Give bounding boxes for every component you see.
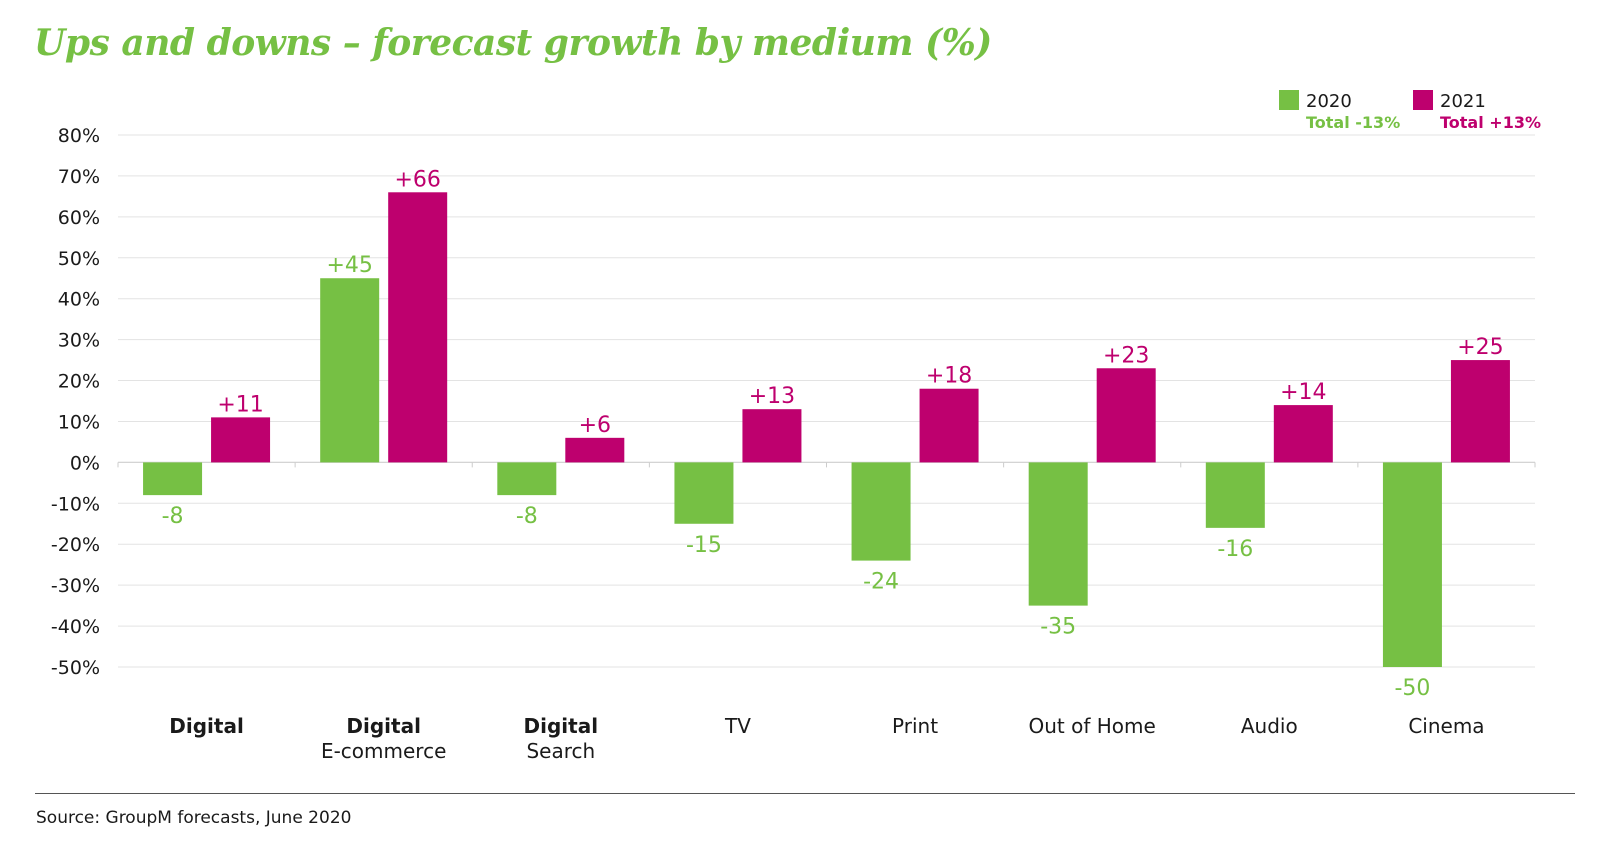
category-label: Out of Home xyxy=(1029,714,1156,738)
data-labels: -8 +45 -8 -15 -24 -35 -16 -50 +11 +66 +6 +13 +18 +23 +… xyxy=(162,167,1504,701)
category-label: Search xyxy=(526,739,595,763)
category-label: Cinema xyxy=(1408,714,1484,738)
data-label-2020: -16 xyxy=(1217,537,1253,562)
legend-swatch-2021 xyxy=(1413,90,1433,110)
data-label-2021: +6 xyxy=(579,413,611,438)
data-label-2020: -35 xyxy=(1040,615,1076,640)
category-label-bold: Digital xyxy=(169,714,244,738)
bar-2021 xyxy=(211,417,271,463)
category-label-bold: Digital xyxy=(346,714,421,738)
y-tick-label: -50% xyxy=(51,657,100,679)
legend-total-2021: Total +13% xyxy=(1440,113,1541,132)
legend-label-2021: 2021 xyxy=(1440,91,1486,112)
y-axis-tick-labels: 80% 70% 60% 50% 40% 30% 20% 10% 0% -10% -20% -30% -4… xyxy=(51,125,100,679)
data-label-2020: -50 xyxy=(1394,676,1430,701)
category-label: E-commerce xyxy=(321,739,446,763)
y-tick-label: 40% xyxy=(58,289,100,311)
bar-2020 xyxy=(674,462,734,524)
data-label-2020: -8 xyxy=(162,504,184,529)
data-label-2020: +45 xyxy=(326,253,372,278)
y-tick-label: 50% xyxy=(58,248,100,270)
data-label-2020: -8 xyxy=(516,504,538,529)
legend-total-2020: Total -13% xyxy=(1306,113,1400,132)
data-label-2021: +13 xyxy=(749,384,795,409)
bar-2021 xyxy=(742,409,802,463)
y-tick-label: 70% xyxy=(58,166,100,188)
data-label-2021: +18 xyxy=(926,364,972,389)
data-label-2021: +23 xyxy=(1103,343,1149,368)
bar-2021 xyxy=(388,192,448,463)
data-label-2021: +25 xyxy=(1457,335,1503,360)
bars xyxy=(143,192,1510,667)
data-label-2021: +14 xyxy=(1280,380,1326,405)
y-tick-label: 30% xyxy=(58,330,100,352)
category-label: Print xyxy=(892,714,938,738)
legend-label-2020: 2020 xyxy=(1306,91,1352,112)
bar-2020 xyxy=(320,278,380,463)
legend-swatch-2020 xyxy=(1279,90,1299,110)
bar-2020 xyxy=(851,462,911,561)
data-label-2021: +11 xyxy=(217,392,263,417)
bar-2021 xyxy=(1096,368,1156,463)
data-label-2020: -24 xyxy=(863,570,899,595)
y-tick-label: 60% xyxy=(58,207,100,229)
bar-2021 xyxy=(919,388,979,463)
chart-title: Ups and downs – forecast growth by mediu… xyxy=(34,22,992,64)
y-tick-label: -30% xyxy=(51,575,100,597)
bar-2021 xyxy=(1273,405,1333,463)
bar-2021 xyxy=(1450,360,1510,463)
category-label-bold: Digital xyxy=(524,714,599,738)
y-tick-label: 80% xyxy=(58,125,100,147)
y-tick-label: -40% xyxy=(51,616,100,638)
source-note: Source: GroupM forecasts, June 2020 xyxy=(36,808,352,828)
y-tick-label: 20% xyxy=(58,371,100,393)
y-tick-label: -10% xyxy=(51,493,100,515)
category-label: TV xyxy=(724,714,751,738)
data-label-2020: -15 xyxy=(686,533,722,558)
footer-divider xyxy=(35,793,1575,794)
y-tick-label: -20% xyxy=(51,534,100,556)
data-label-2021: +66 xyxy=(394,167,440,192)
category-label: Audio xyxy=(1241,714,1298,738)
y-tick-label: 10% xyxy=(58,411,100,433)
bar-2020 xyxy=(1382,462,1442,667)
bar-2021 xyxy=(565,437,625,463)
y-tick-label: 0% xyxy=(70,452,100,474)
bar-2020 xyxy=(143,462,203,496)
bar-2020 xyxy=(1028,462,1088,606)
bar-2020 xyxy=(497,462,557,496)
bar-2020 xyxy=(1205,462,1265,528)
